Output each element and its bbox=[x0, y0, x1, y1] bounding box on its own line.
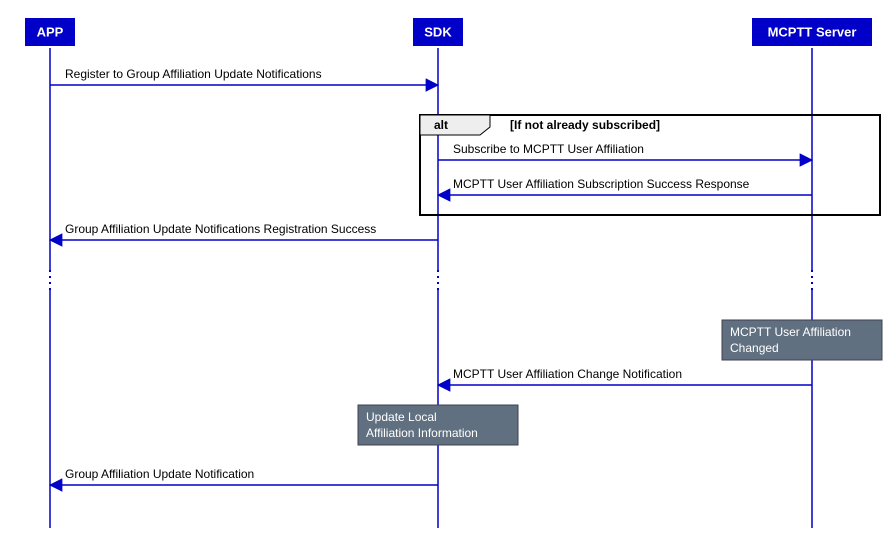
message-label-3: Group Affiliation Update Notifications R… bbox=[65, 222, 376, 236]
participant-label-sdk: SDK bbox=[424, 24, 452, 39]
message-label-4: MCPTT User Affiliation Change Notificati… bbox=[453, 367, 682, 381]
participant-label-server: MCPTT Server bbox=[768, 24, 857, 39]
participant-label-app: APP bbox=[37, 24, 64, 39]
message-label-1: Subscribe to MCPTT User Affiliation bbox=[453, 142, 644, 156]
note-text-1-0: Update Local bbox=[366, 410, 437, 424]
message-label-5: Group Affiliation Update Notification bbox=[65, 467, 254, 481]
note-text-0-1: Changed bbox=[730, 341, 779, 355]
note-text-0-0: MCPTT User Affiliation bbox=[730, 325, 851, 339]
note-text-1-1: Affiliation Information bbox=[366, 426, 478, 440]
alt-guard: [If not already subscribed] bbox=[510, 118, 660, 132]
message-label-2: MCPTT User Affiliation Subscription Succ… bbox=[453, 177, 750, 191]
alt-label-box bbox=[420, 115, 490, 135]
sequence-diagram: APP SDK MCPTT Server alt [If not already sub… bbox=[10, 10, 884, 528]
message-label-0: Register to Group Affiliation Update Not… bbox=[65, 67, 322, 81]
alt-label: alt bbox=[434, 118, 448, 132]
